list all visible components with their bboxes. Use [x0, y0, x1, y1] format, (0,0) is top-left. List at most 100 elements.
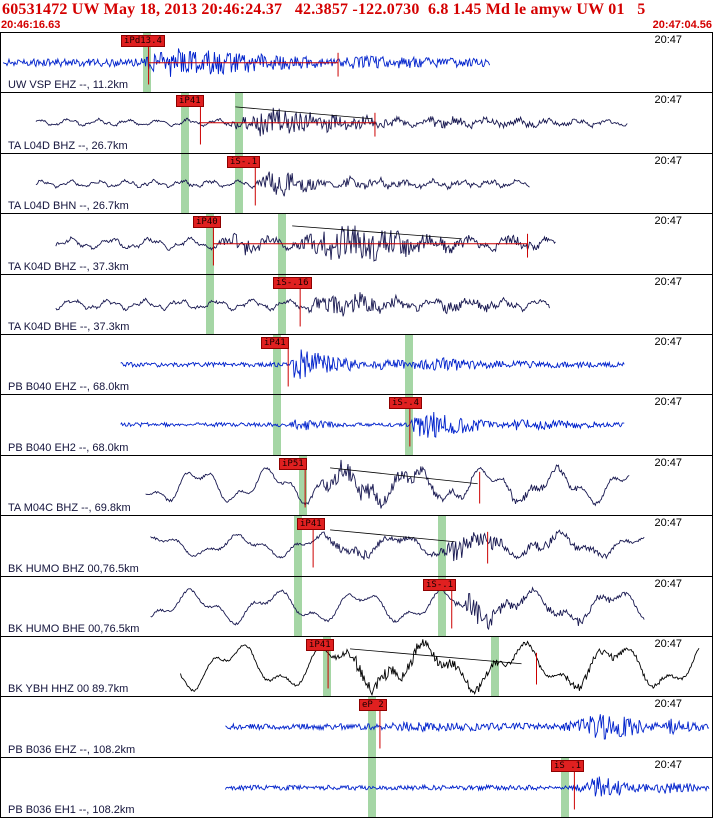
- predicted-arrival-marker: [143, 33, 151, 93]
- waveform-trace: [225, 714, 710, 740]
- predicted-arrival-marker: [491, 636, 499, 697]
- panel-time-label: 20:47: [654, 517, 682, 530]
- station-label: BK HUMO BHZ 00,76.5km: [8, 562, 139, 575]
- seismogram-panel-12[interactable]: eP 2 PB B036 EHZ --, 108.2km 20:47: [1, 696, 712, 757]
- phase-pick-label[interactable]: iP41: [306, 638, 334, 651]
- phase-pick-label[interactable]: iP41: [297, 518, 325, 531]
- station-label: UW VSP EHZ --, 11.2km: [8, 79, 129, 92]
- seismogram-panel-3[interactable]: iS-.1 TA L04D BHN --, 26.7km 20:47: [1, 152, 712, 214]
- station-label: TA L04D BHZ --, 26.7km: [8, 139, 128, 152]
- waveform-trace: [224, 776, 710, 797]
- predicted-arrival-marker: [438, 576, 446, 636]
- waveform-trace: [120, 349, 625, 379]
- waveform-trace: [120, 412, 625, 439]
- predicted-arrival-marker: [206, 274, 214, 334]
- waveform-trace: [35, 108, 628, 137]
- station-label: PB B040 EHZ --, 68.0km: [8, 381, 130, 394]
- station-label: BK YBH HHZ 00 89.7km: [8, 683, 129, 696]
- seismogram-panel-9[interactable]: iP41 BK HUMO BHZ 00,76.5km 20:47: [1, 515, 712, 576]
- predicted-arrival-marker: [206, 214, 214, 274]
- time-window-row: 20:46:16.63 20:47:04.56: [0, 19, 713, 32]
- phase-pick-label[interactable]: iPd13.4: [121, 35, 165, 47]
- predicted-arrival-marker: [235, 153, 243, 214]
- predicted-arrival-marker: [294, 576, 302, 636]
- waveform-trace: [2, 48, 491, 77]
- waveform-plot: [225, 709, 710, 749]
- predicted-arrival-marker: [368, 697, 376, 757]
- waveform-trace: [150, 585, 645, 630]
- phase-pick-label[interactable]: eP 2: [359, 699, 387, 712]
- panel-time-label: 20:47: [654, 94, 682, 107]
- phase-pick-label[interactable]: iP40: [193, 216, 221, 229]
- predicted-arrival-marker: [278, 274, 286, 334]
- waveform-trace: [55, 291, 550, 317]
- panel-time-label: 20:47: [654, 34, 682, 46]
- seismogram-panel-6[interactable]: iP41 PB B040 EHZ --, 68.0km 20:47: [1, 333, 712, 395]
- phase-pick-label[interactable]: iP51: [279, 457, 307, 470]
- predicted-arrival-marker: [181, 93, 189, 153]
- panel-time-label: 20:47: [654, 758, 682, 771]
- predicted-arrival-marker: [181, 153, 189, 214]
- waveform-plot: [55, 286, 550, 327]
- panel-time-label: 20:47: [654, 154, 682, 167]
- seismogram-panel-4[interactable]: iP40 TA K04D BHZ --, 37.3km 20:47: [1, 213, 712, 274]
- phase-pick-label[interactable]: iP41: [261, 336, 289, 349]
- panel-time-label: 20:47: [654, 698, 682, 711]
- predicted-arrival-marker: [438, 516, 446, 576]
- phase-pick-label[interactable]: iS-.4: [389, 397, 423, 410]
- waveform-plot: [2, 44, 491, 85]
- station-label: TA K04D BHZ --, 37.3km: [8, 260, 129, 273]
- waveform-plot: [55, 225, 556, 266]
- panel-time-label: 20:47: [654, 275, 682, 288]
- window-end-time: 20:47:04.56: [652, 19, 712, 31]
- seismogram-panel-10[interactable]: iS-.1 BK HUMO BHE 00,76.5km 20:47: [1, 575, 712, 636]
- panel-time-label: 20:47: [654, 396, 682, 409]
- panel-time-label: 20:47: [654, 577, 682, 590]
- predicted-arrival-marker: [299, 455, 307, 516]
- predicted-arrival-marker: [323, 636, 331, 697]
- waveform-plot: [35, 165, 530, 206]
- seismogram-panel-5[interactable]: iS-.16 TA K04D BHE --, 37.3km 20:47: [1, 273, 712, 334]
- phase-pick-label[interactable]: iP41: [176, 95, 204, 108]
- panel-time-label: 20:47: [654, 637, 682, 650]
- panel-time-label: 20:47: [654, 215, 682, 228]
- waveform-plot: [150, 585, 645, 630]
- station-label: TA K04D BHE --, 37.3km: [8, 320, 130, 333]
- trace-panel-stack: iPd13.4 UW VSP EHZ --, 11.2km 20:47 iP41 TA …: [0, 32, 713, 818]
- window-start-time: 20:46:16.63: [1, 19, 61, 31]
- phase-pick-label[interactable]: iS-.16: [273, 276, 312, 289]
- seismogram-panel-8[interactable]: iP51 TA M04C BHZ --, 69.8km 20:47: [1, 454, 712, 516]
- seismogram-panel-1[interactable]: iPd13.4 UW VSP EHZ --, 11.2km 20:47: [1, 32, 712, 93]
- waveform-trace: [150, 529, 645, 562]
- waveform-trace: [35, 171, 530, 197]
- waveform-plot: [180, 639, 700, 696]
- station-label: PB B040 EH2 --, 68.0km: [8, 441, 129, 454]
- waveform-trace: [55, 225, 556, 262]
- waveform-plot: [120, 346, 625, 387]
- waveform-trace: [180, 639, 700, 696]
- waveform-plot: [224, 769, 710, 810]
- seismogram-panel-13[interactable]: iS .1 PB B036 EH1 --, 108.2km 20:47: [1, 756, 712, 818]
- panel-time-label: 20:47: [654, 456, 682, 469]
- waveform-plot: [35, 105, 628, 145]
- predicted-arrival-marker: [273, 334, 281, 395]
- station-label: BK HUMO BHE 00,76.5km: [8, 622, 140, 635]
- phase-pick-label[interactable]: iS .1: [551, 759, 585, 772]
- event-title: 60531472 UW May 18, 2013 20:46:24.37 42.…: [2, 1, 646, 18]
- waveform-plot: [150, 528, 645, 568]
- seismogram-panel-11[interactable]: iP41 BK YBH HHZ 00 89.7km 20:47: [1, 635, 712, 697]
- phase-pick-label[interactable]: iS-.1: [423, 578, 457, 591]
- waveform-plot: [145, 459, 630, 509]
- seismogram-panel-7[interactable]: iS-.4 PB B040 EH2 --, 68.0km 20:47: [1, 394, 712, 455]
- waveform-trace: [145, 459, 630, 509]
- seismogram-panel-2[interactable]: iP41 TA L04D BHZ --, 26.7km 20:47: [1, 92, 712, 153]
- predicted-arrival-marker: [405, 334, 413, 395]
- station-label: TA L04D BHN --, 26.7km: [8, 200, 129, 213]
- station-label: TA M04C BHZ --, 69.8km: [8, 502, 131, 515]
- station-label: PB B036 EHZ --, 108.2km: [8, 743, 136, 756]
- phase-pick-label[interactable]: iS-.1: [227, 155, 261, 168]
- waveform-plot: [120, 407, 625, 447]
- panel-time-label: 20:47: [654, 335, 682, 348]
- predicted-arrival-marker: [294, 516, 302, 576]
